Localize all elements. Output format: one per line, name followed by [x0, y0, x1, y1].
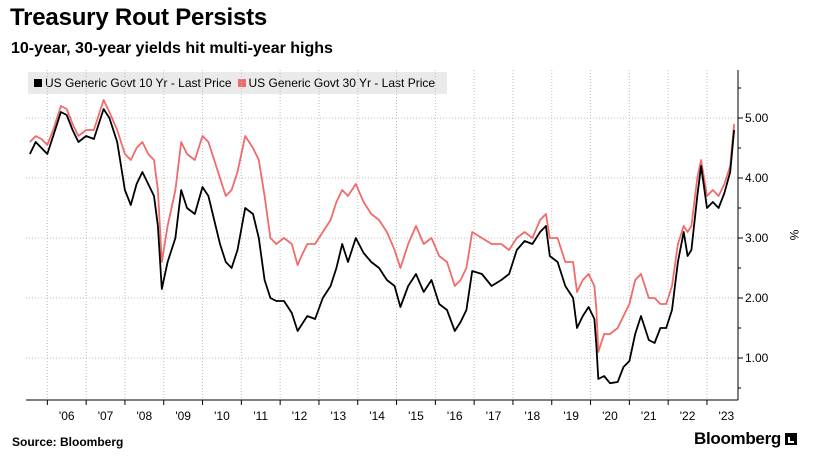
chart-subtitle: 10-year, 30-year yields hit multi-year h…	[11, 40, 333, 57]
bloomberg-chart-icon	[785, 433, 797, 445]
legend-label-10yr: US Generic Govt 10 Yr - Last Price	[45, 76, 232, 90]
bloomberg-logo: Bloomberg	[694, 429, 797, 449]
series-lines	[29, 99, 735, 385]
y-tick-label: 4.00	[745, 171, 769, 185]
y-axis-label: %	[787, 230, 801, 241]
grid-lines	[26, 70, 738, 400]
axes: 1.00 2.00 3.00 4.00 5.00 '06 '07 '08 '09 '10 '11 '1…	[26, 70, 801, 423]
x-tick-label: '06	[59, 409, 75, 423]
x-tick-label: '21	[641, 409, 657, 423]
x-tick-label: '10	[214, 409, 230, 423]
x-tick-label: '16	[447, 409, 463, 423]
x-tick-label: '09	[175, 409, 191, 423]
y-tick-label: 1.00	[745, 351, 769, 365]
brand-text: Bloomberg	[693, 429, 781, 448]
legend-item-10yr: US Generic Govt 10 Yr - Last Price	[34, 76, 232, 90]
y-tick-label: 3.00	[745, 231, 769, 245]
x-tick-label: '20	[602, 409, 618, 423]
x-tick-label: '08	[137, 409, 153, 423]
source-note: Source: Bloomberg	[12, 435, 124, 449]
x-tick-label: '17	[486, 409, 502, 423]
x-tick-label: '18	[525, 409, 541, 423]
series-line-30yr	[29, 99, 735, 353]
x-tick-label: '15	[408, 409, 424, 423]
series-line-10yr	[29, 108, 735, 385]
chart-title: Treasury Rout Persists	[10, 4, 268, 31]
y-tick-label: 5.00	[745, 111, 769, 125]
x-tick-label: '23	[719, 409, 735, 423]
x-tick-label: '11	[253, 409, 268, 423]
x-tick-label: '19	[563, 409, 579, 423]
x-tick-label: '14	[369, 409, 385, 423]
legend-label-30yr: US Generic Govt 30 Yr - Last Price	[248, 76, 436, 90]
x-tick-label: '22	[680, 409, 696, 423]
x-tick-label: '07	[98, 409, 114, 423]
y-tick-label: 2.00	[745, 291, 769, 305]
x-tick-label: '12	[292, 409, 308, 423]
x-tick-label: '13	[331, 409, 347, 423]
legend-swatch-10yr	[34, 79, 42, 87]
legend: US Generic Govt 10 Yr - Last Price US Ge…	[28, 72, 448, 94]
